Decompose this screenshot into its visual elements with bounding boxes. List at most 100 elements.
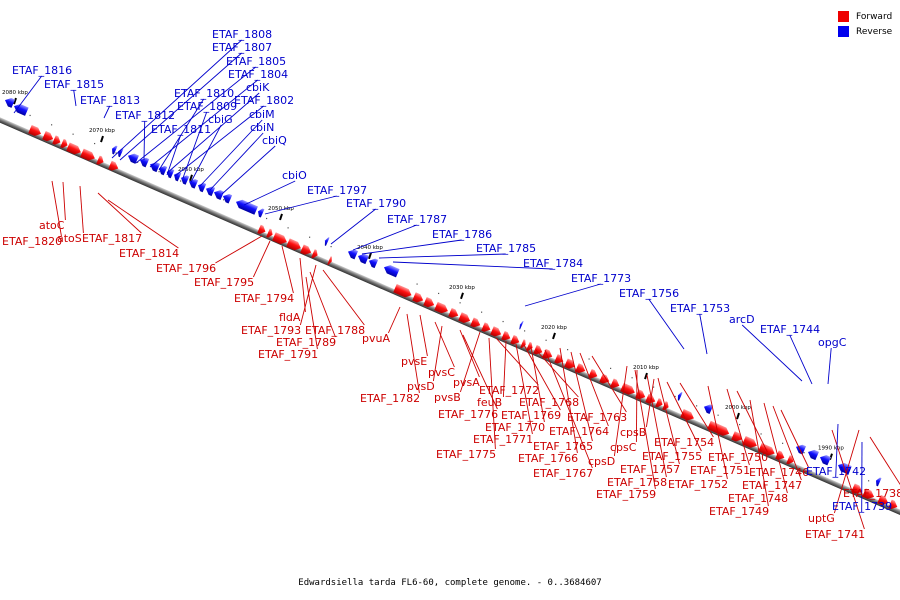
gene-label-etaf-1820[interactable]: ETAF_1820 [2,235,62,248]
reverse-gene[interactable] [126,152,139,164]
gene-label-uptg[interactable]: uptG [808,512,835,525]
gene-label-etaf-1763[interactable]: ETAF_1763 [567,411,627,424]
forward-gene[interactable] [28,124,43,138]
forward-gene[interactable] [470,317,482,330]
gene-label-etaf-1809[interactable]: ETAF_1809 [177,100,237,113]
reverse-gene[interactable] [256,207,265,218]
reverse-gene[interactable] [196,181,207,193]
gene-label-etaf-1772[interactable]: ETAF_1772 [479,384,539,397]
forward-gene[interactable] [775,450,786,461]
gene-label-etaf-1791[interactable]: ETAF_1791 [258,348,318,361]
gene-label-cpsc[interactable]: cpsC [610,441,637,454]
gene-label-etaf-1775[interactable]: ETAF_1775 [436,448,496,461]
gene-label-etaf-1755[interactable]: ETAF_1755 [642,450,702,463]
gene-label-etaf-1804[interactable]: ETAF_1804 [228,68,288,81]
gene-label-etaf-1753[interactable]: ETAF_1753 [670,302,730,315]
forward-gene[interactable] [575,363,587,375]
gene-label-cbik[interactable]: cbiK [246,81,270,94]
forward-gene[interactable] [707,420,731,438]
forward-gene[interactable] [412,292,425,304]
gene-label-etaf-1796[interactable]: ETAF_1796 [156,262,216,275]
forward-gene[interactable] [662,401,670,411]
reverse-gene[interactable] [172,171,182,182]
gene-label-etaf-1765[interactable]: ETAF_1765 [533,440,593,453]
gene-label-etaf-1759[interactable]: ETAF_1759 [596,488,656,501]
gene-label-etaf-1749[interactable]: ETAF_1749 [709,505,769,518]
gene-label-etaf-1786[interactable]: ETAF_1786 [432,228,492,241]
reverse-gene[interactable] [221,192,233,204]
gene-label-etaf-1788[interactable]: ETAF_1788 [305,324,365,337]
gene-label-etaf-1751[interactable]: ETAF_1751 [690,464,750,477]
gene-label-atos[interactable]: atoS [57,232,82,245]
gene-label-etaf-1808[interactable]: ETAF_1808 [212,28,272,41]
gene-label-etaf-1795[interactable]: ETAF_1795 [194,276,254,289]
forward-gene[interactable] [60,138,69,150]
gene-label-etaf-1773[interactable]: ETAF_1773 [571,272,631,285]
reverse-gene[interactable] [676,391,683,401]
gene-label-etaf-1742[interactable]: ETAF_1742 [806,465,866,478]
reverse-gene[interactable] [204,185,216,197]
forward-gene[interactable] [286,238,302,252]
forward-gene[interactable] [888,499,899,511]
forward-gene[interactable] [599,373,611,386]
gene-label-cbiq[interactable]: cbiQ [262,134,287,147]
reverse-gene[interactable] [382,263,400,278]
gene-label-arcd[interactable]: arcD [729,313,755,326]
forward-gene[interactable] [327,256,333,265]
gene-label-etaf-1769[interactable]: ETAF_1769 [501,409,561,422]
forward-gene[interactable] [655,398,664,409]
gene-label-etaf-1750[interactable]: ETAF_1750 [708,451,768,464]
gene-label-pvsb[interactable]: pvsB [434,391,461,404]
gene-label-etaf-1741[interactable]: ETAF_1741 [805,528,865,541]
gene-label-pvsa[interactable]: pvsA [453,376,480,389]
gene-label-etaf-1767[interactable]: ETAF_1767 [533,467,593,480]
gene-label-etaf-1802[interactable]: ETAF_1802 [234,94,294,107]
gene-label-pvse[interactable]: pvsE [401,355,427,368]
gene-label-etaf-1785[interactable]: ETAF_1785 [476,242,536,255]
reverse-gene[interactable] [356,252,369,265]
gene-label-etaf-1794[interactable]: ETAF_1794 [234,292,294,305]
gene-label-etaf-1766[interactable]: ETAF_1766 [518,452,578,465]
reverse-gene[interactable] [116,147,124,158]
gene-label-etaf-1754[interactable]: ETAF_1754 [654,436,714,449]
gene-label-pvua[interactable]: pvuA [362,332,390,345]
gene-label-etaf-1739[interactable]: ETAF_1739 [832,500,892,513]
gene-label-cbin[interactable]: cbiN [250,121,274,134]
gene-label-etaf-1756[interactable]: ETAF_1756 [619,287,679,300]
gene-label-etaf-1814[interactable]: ETAF_1814 [119,247,179,260]
gene-label-etaf-1817[interactable]: ETAF_1817 [82,232,142,245]
forward-gene[interactable] [434,301,450,315]
gene-label-etaf-1811[interactable]: ETAF_1811 [151,123,211,136]
reverse-gene[interactable] [12,102,29,116]
gene-label-etaf-1784[interactable]: ETAF_1784 [523,257,583,270]
reverse-gene[interactable] [323,236,330,246]
forward-gene[interactable] [272,232,288,246]
forward-gene[interactable] [266,228,274,239]
gene-label-feub[interactable]: feuB [477,396,502,409]
forward-gene[interactable] [645,393,657,406]
forward-gene[interactable] [510,334,521,346]
forward-gene[interactable] [862,488,876,501]
forward-gene[interactable] [80,148,96,163]
gene-label-pvsd[interactable]: pvsD [407,380,435,393]
gene-label-etaf-1810[interactable]: ETAF_1810 [174,87,234,100]
gene-label-etaf-1789[interactable]: ETAF_1789 [276,336,336,349]
forward-gene[interactable] [877,494,890,507]
forward-gene[interactable] [257,224,267,236]
forward-gene[interactable] [542,348,554,361]
reverse-gene[interactable] [367,257,379,269]
gene-label-pvsc[interactable]: pvsC [428,366,455,379]
forward-gene[interactable] [448,307,460,320]
gene-label-cbio[interactable]: cbiO [282,169,307,182]
gene-label-etaf-1758[interactable]: ETAF_1758 [607,476,667,489]
forward-gene[interactable] [481,322,492,333]
forward-gene[interactable] [588,368,599,380]
forward-gene[interactable] [393,283,413,299]
forward-gene[interactable] [564,358,577,370]
reverse-gene[interactable] [157,164,168,176]
forward-gene[interactable] [680,409,696,422]
gene-label-etaf-1747[interactable]: ETAF_1747 [742,479,802,492]
gene-label-etaf-1787[interactable]: ETAF_1787 [387,213,447,226]
gene-label-atoc[interactable]: atoC [39,219,65,232]
forward-gene[interactable] [52,135,62,146]
